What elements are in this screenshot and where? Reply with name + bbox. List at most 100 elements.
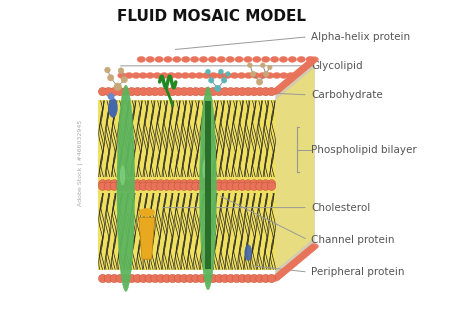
Ellipse shape [298, 254, 307, 259]
Text: Phospholipid bilayer: Phospholipid bilayer [311, 145, 417, 155]
Circle shape [145, 182, 154, 190]
Ellipse shape [267, 89, 276, 95]
Ellipse shape [285, 78, 293, 83]
Ellipse shape [203, 89, 211, 95]
Ellipse shape [295, 69, 303, 75]
Circle shape [250, 274, 258, 283]
Ellipse shape [300, 65, 309, 71]
Circle shape [244, 87, 252, 96]
Ellipse shape [168, 89, 177, 95]
Ellipse shape [300, 252, 309, 257]
Ellipse shape [191, 89, 200, 95]
Ellipse shape [164, 57, 172, 62]
Circle shape [209, 182, 218, 190]
Circle shape [232, 87, 241, 96]
Circle shape [191, 274, 200, 283]
Ellipse shape [139, 72, 147, 78]
Ellipse shape [282, 81, 290, 86]
Ellipse shape [287, 76, 295, 82]
Ellipse shape [221, 89, 229, 95]
Circle shape [232, 274, 241, 283]
Ellipse shape [285, 265, 293, 270]
Circle shape [244, 274, 252, 283]
Circle shape [221, 87, 229, 96]
Ellipse shape [287, 263, 295, 269]
Circle shape [99, 180, 107, 188]
Ellipse shape [122, 89, 130, 95]
Ellipse shape [237, 72, 246, 78]
Ellipse shape [303, 62, 312, 68]
Circle shape [133, 87, 142, 96]
Text: Peripheral protein: Peripheral protein [311, 267, 405, 277]
Ellipse shape [288, 262, 297, 267]
Circle shape [139, 180, 147, 188]
Circle shape [250, 182, 258, 190]
Ellipse shape [198, 89, 206, 95]
Circle shape [110, 274, 118, 283]
Circle shape [122, 180, 130, 188]
Circle shape [186, 274, 194, 283]
Circle shape [267, 87, 276, 96]
Circle shape [238, 182, 246, 190]
Ellipse shape [307, 246, 315, 252]
Circle shape [262, 87, 270, 96]
Ellipse shape [265, 72, 274, 78]
Circle shape [122, 87, 130, 96]
Circle shape [221, 182, 229, 190]
Circle shape [99, 274, 107, 283]
Ellipse shape [209, 89, 218, 95]
Ellipse shape [173, 57, 181, 62]
Circle shape [180, 274, 188, 283]
Circle shape [157, 274, 165, 283]
Ellipse shape [139, 208, 155, 216]
Circle shape [128, 180, 136, 188]
Text: Alpha-helix protein: Alpha-helix protein [311, 32, 410, 42]
Ellipse shape [245, 245, 252, 261]
Circle shape [186, 180, 194, 188]
Ellipse shape [310, 57, 319, 62]
Ellipse shape [280, 269, 288, 274]
Circle shape [209, 274, 218, 283]
Circle shape [110, 182, 118, 190]
Circle shape [163, 180, 171, 188]
Ellipse shape [283, 266, 292, 271]
Circle shape [108, 74, 114, 81]
Circle shape [180, 182, 188, 190]
Ellipse shape [309, 58, 317, 63]
Circle shape [215, 182, 223, 190]
Circle shape [186, 182, 194, 190]
Circle shape [221, 180, 229, 188]
Ellipse shape [145, 89, 154, 95]
Circle shape [133, 180, 142, 188]
Ellipse shape [235, 57, 243, 62]
Ellipse shape [292, 259, 300, 265]
Ellipse shape [163, 89, 171, 95]
Circle shape [128, 87, 136, 96]
Circle shape [168, 274, 177, 283]
Ellipse shape [188, 72, 197, 78]
Ellipse shape [278, 270, 287, 276]
Circle shape [214, 85, 221, 92]
Ellipse shape [245, 72, 253, 78]
Ellipse shape [151, 89, 159, 95]
Ellipse shape [217, 57, 226, 62]
Ellipse shape [293, 71, 302, 76]
Circle shape [139, 182, 147, 190]
Circle shape [145, 274, 154, 283]
Circle shape [139, 87, 147, 96]
Ellipse shape [118, 72, 126, 78]
Ellipse shape [174, 72, 182, 78]
Ellipse shape [174, 89, 182, 95]
Circle shape [209, 180, 218, 188]
Circle shape [168, 182, 177, 190]
Circle shape [151, 182, 159, 190]
Circle shape [145, 180, 154, 188]
Ellipse shape [155, 57, 163, 62]
Ellipse shape [258, 72, 267, 78]
Ellipse shape [139, 89, 147, 95]
Circle shape [250, 71, 256, 77]
Ellipse shape [305, 248, 313, 253]
Ellipse shape [180, 89, 188, 95]
Circle shape [108, 93, 114, 100]
Ellipse shape [298, 67, 307, 72]
